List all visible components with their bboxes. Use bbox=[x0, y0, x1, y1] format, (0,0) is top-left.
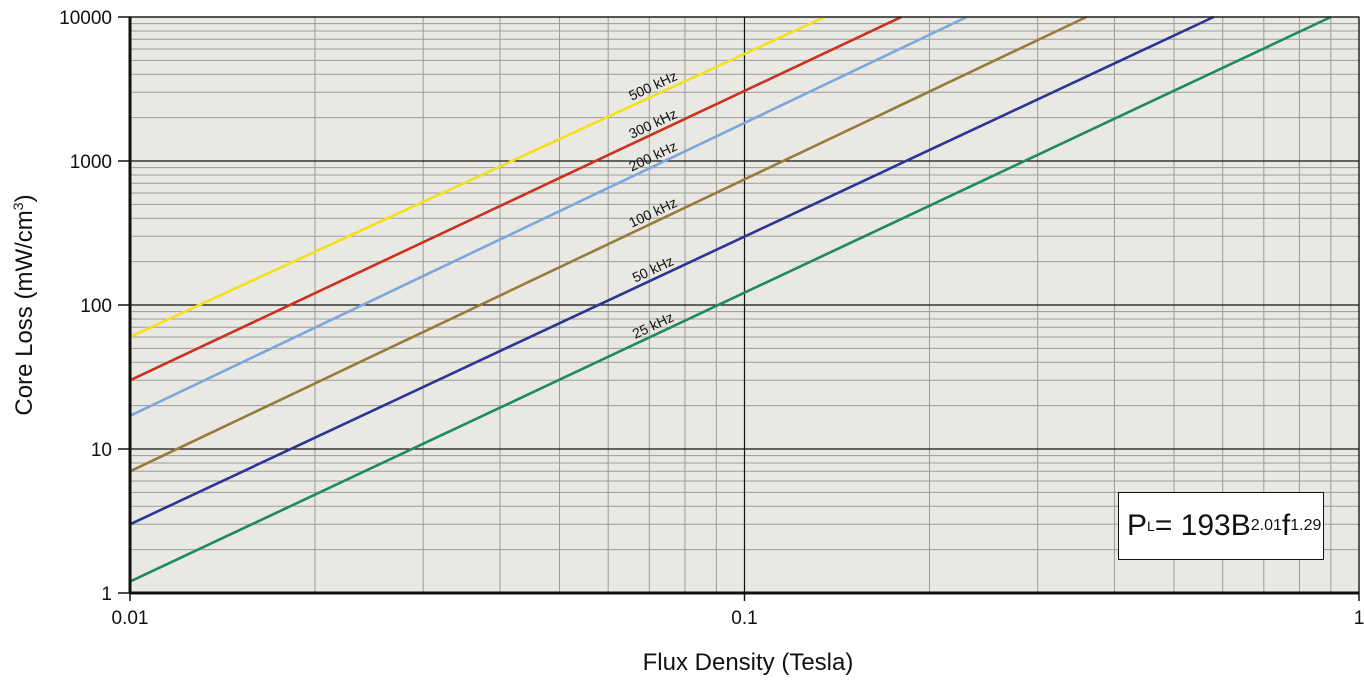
y-axis-label-close: ) bbox=[11, 194, 38, 202]
x-axis-label: Flux Density (Tesla) bbox=[643, 649, 854, 676]
y-axis-label: Core Loss (mW/cm3) bbox=[10, 194, 38, 415]
x-tick-label: 0.1 bbox=[731, 608, 757, 629]
y-axis-label-main: Core Loss (mW/cm bbox=[11, 210, 38, 415]
y-tick-label: 1000 bbox=[70, 152, 112, 173]
series-line-50-khz bbox=[129, 15, 1215, 526]
series-lines bbox=[129, 15, 1332, 583]
formula-f-exp: 1.29 bbox=[1290, 517, 1322, 534]
y-tick-label: 10 bbox=[91, 440, 112, 461]
y-axis-label-sup: 3 bbox=[10, 202, 26, 210]
formula-box: P L = 193B 2.01 f 1.29 bbox=[1118, 492, 1324, 560]
axes: 0.01 0.1 1 1 10 100 1000 10000 bbox=[59, 8, 1364, 629]
x-tick-label: 1 bbox=[1354, 608, 1364, 629]
formula-p: P bbox=[1127, 509, 1148, 542]
formula-f: f bbox=[1281, 509, 1291, 542]
grid bbox=[129, 16, 1360, 594]
y-tick-label: 100 bbox=[80, 296, 112, 317]
formula-mid: = 193B bbox=[1154, 509, 1251, 542]
series-line-200-khz bbox=[129, 15, 968, 417]
series-line-300-khz bbox=[129, 15, 902, 382]
series-line-500-khz bbox=[129, 15, 826, 339]
series-line-25-khz bbox=[129, 15, 1332, 583]
series-line-100-khz bbox=[129, 15, 1087, 473]
y-tick-label: 10000 bbox=[59, 8, 112, 29]
formula-b-exp: 2.01 bbox=[1250, 517, 1282, 534]
y-tick-label: 1 bbox=[101, 584, 112, 605]
x-tick-label: 0.01 bbox=[112, 608, 149, 629]
formula-p-sub: L bbox=[1147, 518, 1155, 534]
